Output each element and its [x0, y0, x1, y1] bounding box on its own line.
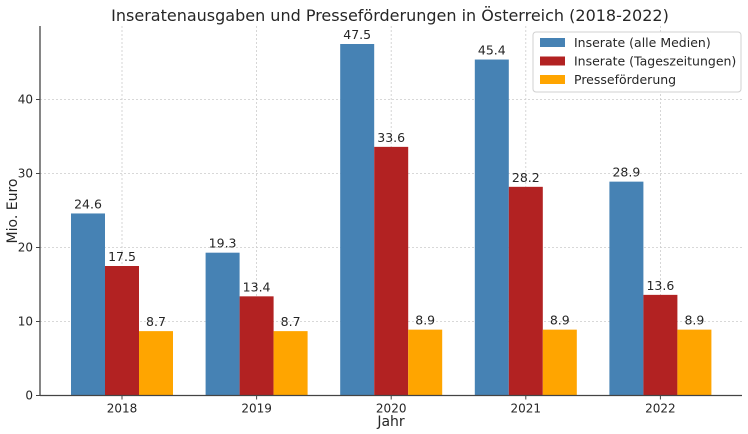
data-label: 13.6 — [646, 278, 674, 293]
legend-swatch — [540, 75, 565, 84]
data-label: 8.7 — [146, 314, 166, 329]
x-ticks: 2018 2019 2020 2021 2022 — [107, 395, 676, 416]
y-tick-label: 10 — [18, 315, 33, 329]
data-label: 45.4 — [478, 43, 506, 58]
bar-inserate-alle — [474, 59, 509, 396]
bar-pressefoerderung — [677, 329, 712, 396]
bar-inserate-alle — [205, 252, 240, 396]
bars — [71, 44, 712, 396]
data-label: 24.6 — [74, 196, 102, 211]
data-label: 47.5 — [343, 27, 371, 42]
y-axis-label: Mio. Euro — [5, 179, 21, 244]
legend-frame — [532, 31, 742, 93]
chart-title: Inseratenausgaben und Presseförderungen … — [111, 6, 669, 25]
legend-label: Inserate (Tageszeitungen) — [574, 54, 736, 69]
x-tick-label: 2018 — [107, 402, 138, 416]
data-label: 8.7 — [281, 314, 301, 329]
data-label: 8.9 — [415, 313, 435, 328]
y-tick-label: 0 — [25, 389, 33, 403]
y-ticks: 0 10 20 30 40 — [18, 93, 40, 403]
legend: Inserate (alle Medien) Inserate (Tageszei… — [532, 31, 742, 93]
bar-inserate-tageszeitungen — [239, 296, 274, 396]
bar-pressefoerderung — [542, 329, 577, 396]
data-label: 17.5 — [108, 249, 136, 264]
y-tick-label: 20 — [18, 241, 33, 255]
x-tick-label: 2022 — [645, 402, 676, 416]
legend-label: Inserate (alle Medien) — [574, 35, 711, 50]
legend-label: Presseförderung — [574, 72, 676, 87]
x-tick-label: 2020 — [376, 402, 407, 416]
data-label: 33.6 — [377, 130, 405, 145]
data-labels: 24.6 19.3 47.5 45.4 28.9 17.5 13.4 33.6 28.2 13.6… — [74, 27, 704, 329]
bar-pressefoerderung — [273, 331, 308, 396]
bar-inserate-tageszeitungen — [643, 294, 678, 396]
x-axis-label: Jahr — [376, 414, 405, 430]
data-label: 28.2 — [512, 170, 540, 185]
bar-inserate-alle — [71, 213, 105, 396]
bar-inserate-tageszeitungen — [374, 146, 409, 396]
data-label: 8.9 — [550, 313, 570, 328]
data-label: 19.3 — [209, 236, 237, 251]
legend-swatch — [540, 38, 565, 47]
bar-inserate-tageszeitungen — [105, 266, 139, 396]
bar-inserate-alle — [340, 44, 375, 396]
legend-swatch — [540, 56, 565, 66]
y-tick-label: 40 — [18, 93, 33, 107]
bar-inserate-tageszeitungen — [508, 186, 543, 396]
data-label: 13.4 — [243, 279, 271, 294]
data-label: 28.9 — [612, 165, 640, 180]
x-tick-label: 2021 — [511, 402, 542, 416]
bar-pressefoerderung — [139, 331, 173, 396]
bar-pressefoerderung — [408, 329, 443, 396]
data-label: 8.9 — [684, 313, 704, 328]
x-tick-label: 2019 — [241, 402, 272, 416]
y-tick-label: 30 — [18, 167, 33, 181]
bar-inserate-alle — [609, 181, 644, 396]
